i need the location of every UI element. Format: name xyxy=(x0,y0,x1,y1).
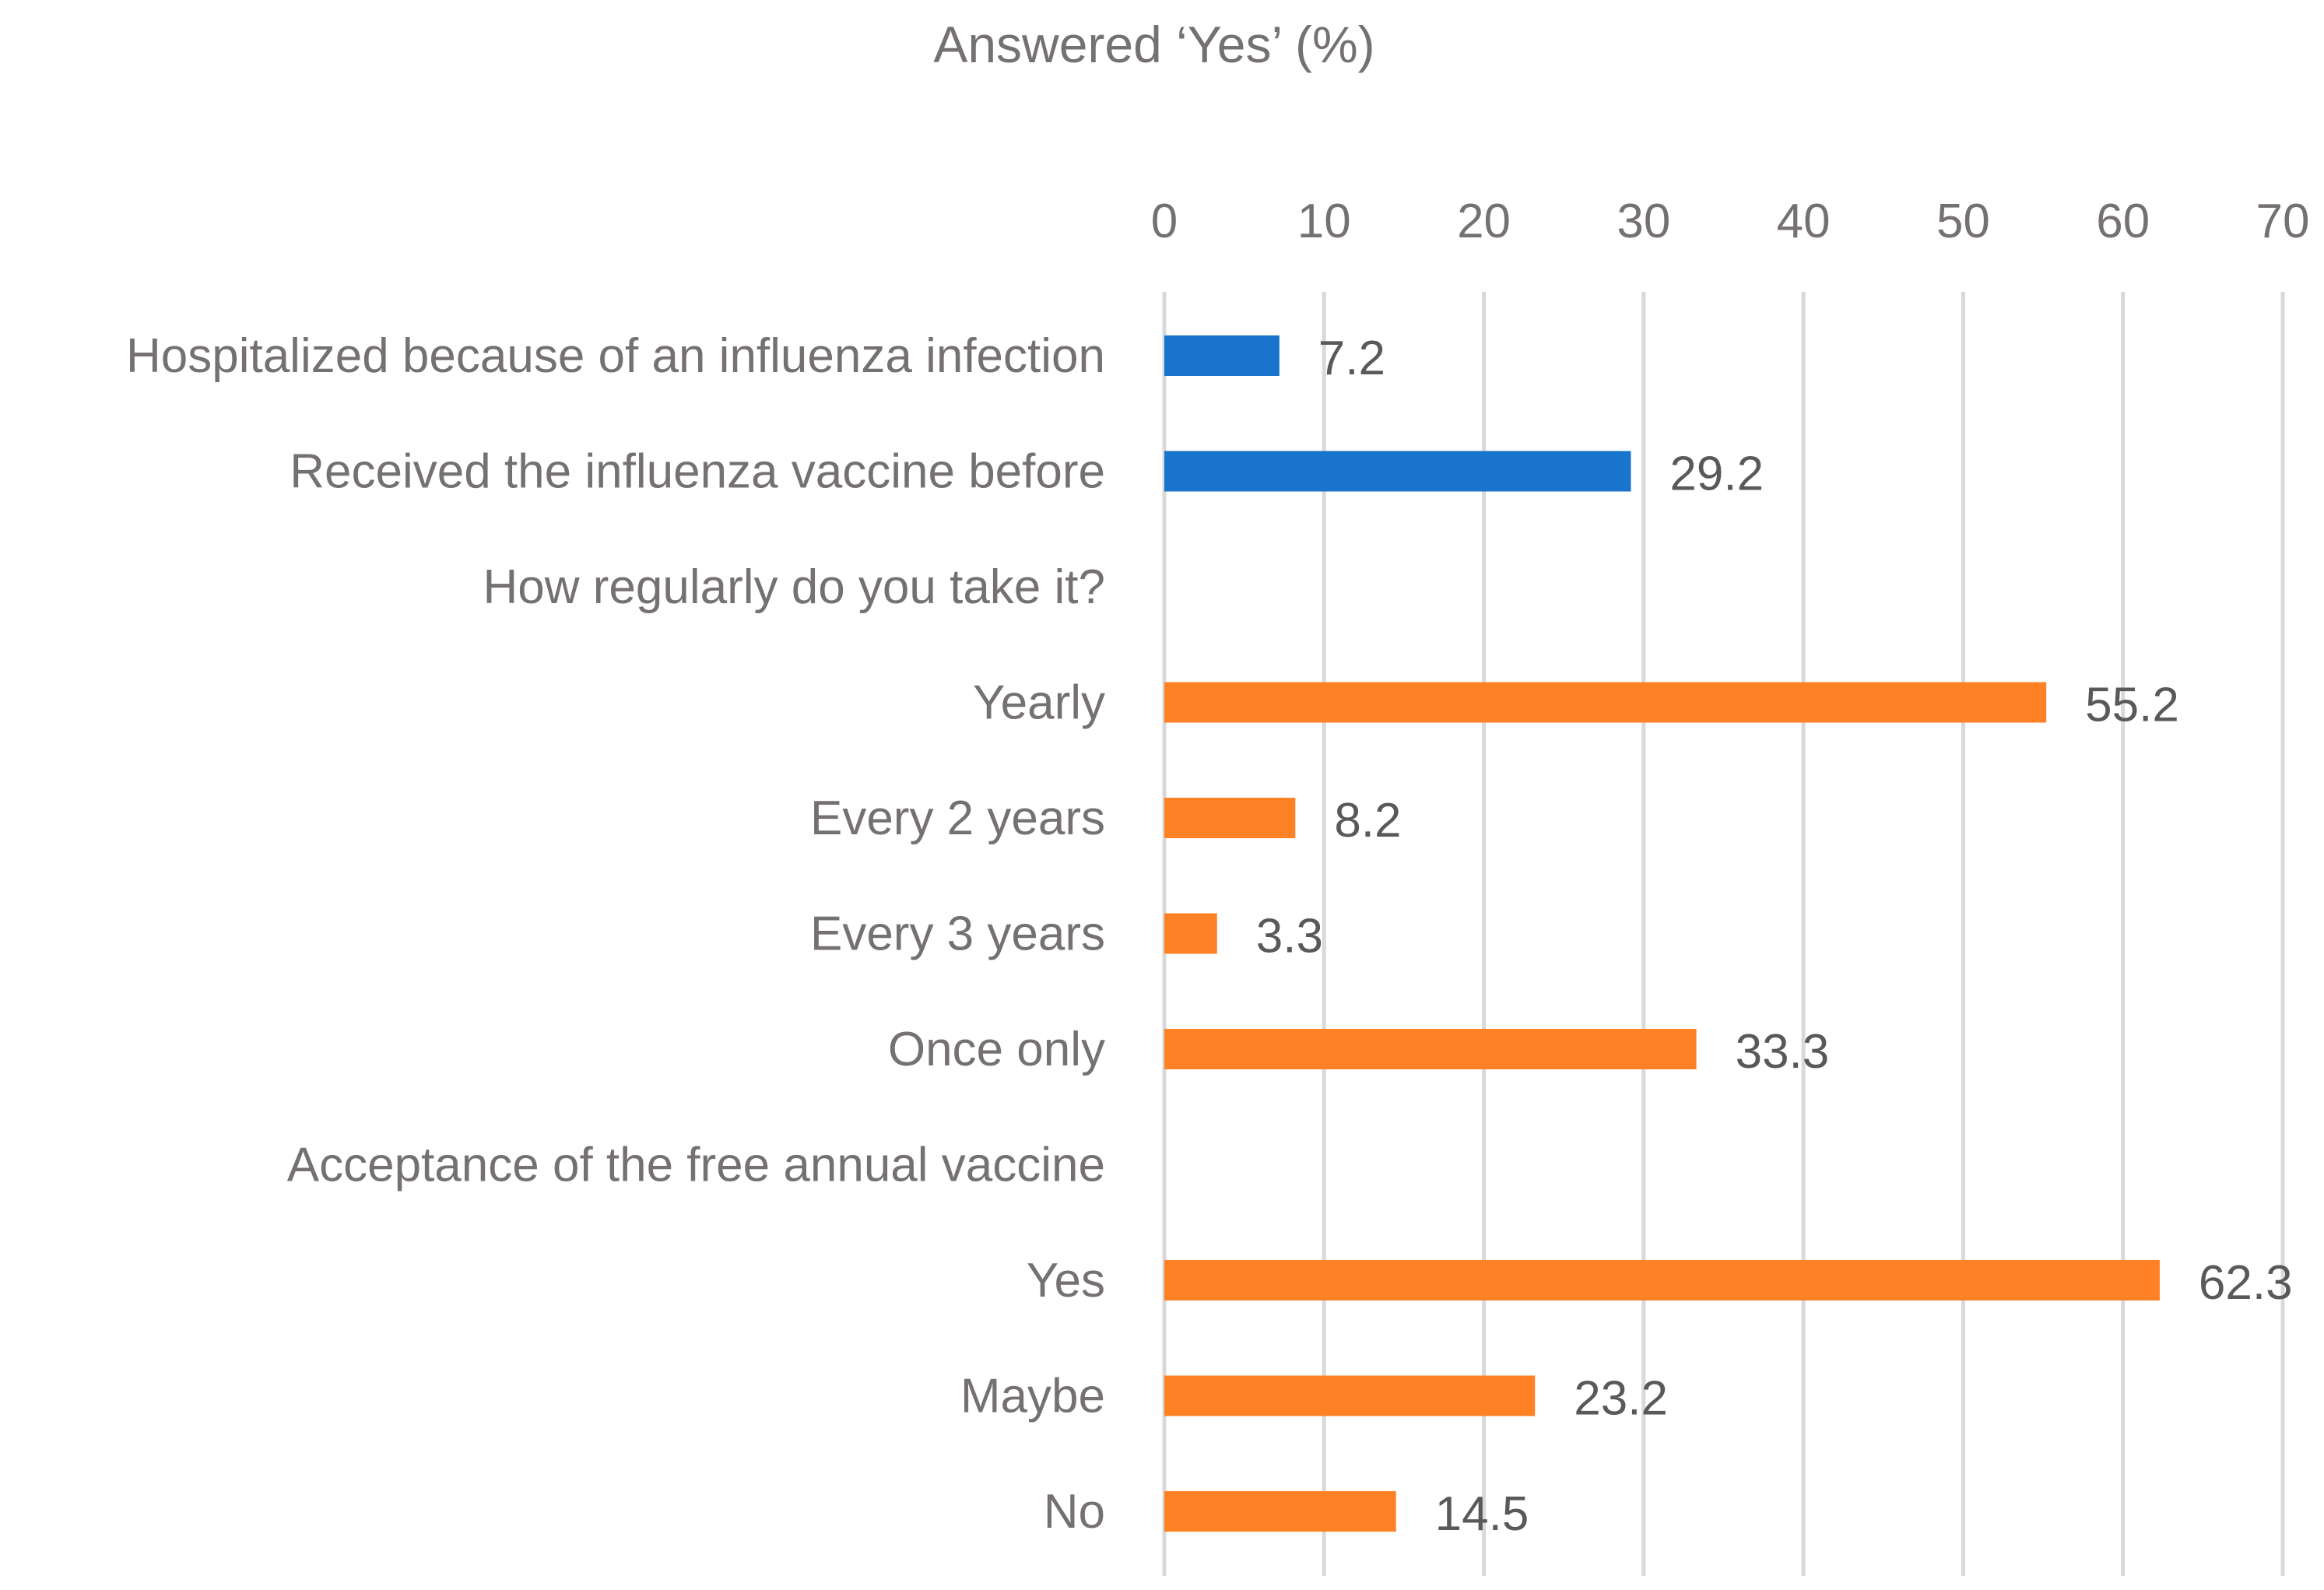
bar-value-label: 62.3 xyxy=(2199,1256,2293,1310)
category-label: Received the influenza vaccine before xyxy=(290,445,1105,499)
bar xyxy=(1164,1260,2160,1300)
x-tick-label: 40 xyxy=(1777,195,1831,248)
bar-value-label: 14.5 xyxy=(1435,1487,1529,1541)
bar-value-label: 23.2 xyxy=(1574,1372,1668,1426)
x-tick-label: 70 xyxy=(2256,195,2310,248)
bar xyxy=(1164,1029,1697,1069)
bar xyxy=(1164,335,1280,376)
bar xyxy=(1164,682,2047,723)
bar xyxy=(1164,1491,1396,1532)
category-label: Hospitalized because of an influenza inf… xyxy=(126,329,1105,383)
category-label: Yearly xyxy=(973,676,1105,730)
x-tick-label: 20 xyxy=(1457,195,1511,248)
bar-value-label: 29.2 xyxy=(1669,448,1764,501)
bar xyxy=(1164,798,1296,838)
category-label: Yes xyxy=(1027,1254,1105,1307)
bar-value-label: 33.3 xyxy=(1736,1025,1830,1079)
category-label: How regularly do you take it? xyxy=(483,560,1105,614)
bar-value-label: 8.2 xyxy=(1334,794,1401,848)
bar xyxy=(1164,451,1631,492)
category-label: Every 2 years xyxy=(810,791,1105,845)
x-tick-label: 60 xyxy=(2096,195,2150,248)
bar xyxy=(1164,913,1217,954)
bar-value-label: 55.2 xyxy=(2085,679,2179,732)
bar-value-label: 7.2 xyxy=(1318,332,1385,385)
gridlines xyxy=(1162,292,2285,1576)
category-label: No xyxy=(1044,1485,1105,1539)
category-labels: Hospitalized because of an influenza inf… xyxy=(126,329,1105,1539)
chart-title: Answered ‘Yes’ (%) xyxy=(933,16,1374,73)
x-tick-label: 10 xyxy=(1297,195,1351,248)
data-labels: 7.2 29.2 55.2 8.2 3.3 33.3 62.3 23.2 14.5 xyxy=(1256,332,2293,1541)
bars xyxy=(1164,335,2160,1532)
x-axis-ticks: 0 10 20 30 40 50 60 70 xyxy=(1151,195,2310,248)
x-tick-label: 30 xyxy=(1617,195,1670,248)
category-label: Acceptance of the free annual vaccine xyxy=(287,1139,1105,1192)
category-label: Once only xyxy=(888,1023,1105,1076)
category-label: Maybe xyxy=(960,1370,1105,1423)
bar xyxy=(1164,1375,1536,1416)
bar-value-label: 3.3 xyxy=(1256,910,1323,963)
x-tick-label: 0 xyxy=(1151,195,1178,248)
x-tick-label: 50 xyxy=(1936,195,1990,248)
category-label: Every 3 years xyxy=(810,907,1105,961)
